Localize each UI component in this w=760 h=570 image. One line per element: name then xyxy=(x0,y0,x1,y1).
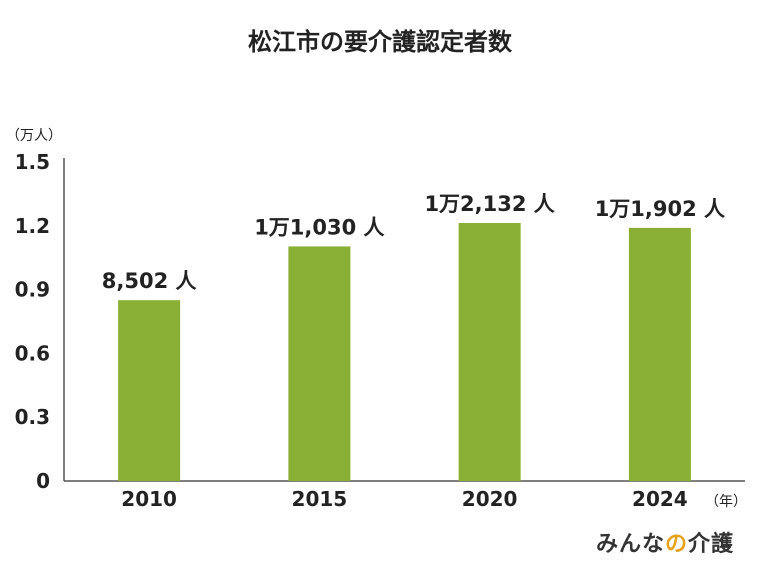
data-labels: 8,502 人 1万1,030 人 1万2,132 人 1万1,902 人 xyxy=(102,192,725,293)
data-label: 1万1,902 人 xyxy=(595,197,725,221)
bar-2020 xyxy=(458,222,521,481)
x-tick-label: 2015 xyxy=(292,487,348,511)
chart-title: 松江市の要介護認定者数 xyxy=(248,28,513,56)
bar-2024 xyxy=(628,227,691,481)
y-tick-label: 0 xyxy=(36,469,50,493)
data-label: 8,502 人 xyxy=(102,269,197,293)
y-tick-label: 1.2 xyxy=(15,214,50,238)
y-tick-label: 1.5 xyxy=(15,150,50,174)
site-logo: みんなの介護 xyxy=(596,526,734,558)
y-tick-labels: 0 0.3 0.6 0.9 1.2 1.5 xyxy=(15,150,50,493)
logo-text-3: 介護 xyxy=(687,532,734,557)
bar-2015 xyxy=(288,246,351,481)
x-tick-label: 2020 xyxy=(462,487,518,511)
y-tick-label: 0.6 xyxy=(15,341,50,365)
y-tick-label: 0.3 xyxy=(15,405,50,429)
x-tick-labels: 2010 2015 2020 2024 xyxy=(121,487,687,511)
logo-text-1: みんな xyxy=(595,532,665,557)
bar-2010 xyxy=(118,300,181,481)
x-axis-unit: （年） xyxy=(705,494,747,510)
data-label: 1万2,132 人 xyxy=(424,192,554,216)
logo-text-2: の xyxy=(664,532,688,557)
y-tick-label: 0.9 xyxy=(15,278,50,302)
data-label: 1万1,030 人 xyxy=(254,215,384,239)
x-tick-label: 2010 xyxy=(121,487,177,511)
x-tick-label: 2024 xyxy=(632,487,688,511)
y-axis-unit: （万人） xyxy=(6,128,62,144)
bars xyxy=(118,222,691,481)
